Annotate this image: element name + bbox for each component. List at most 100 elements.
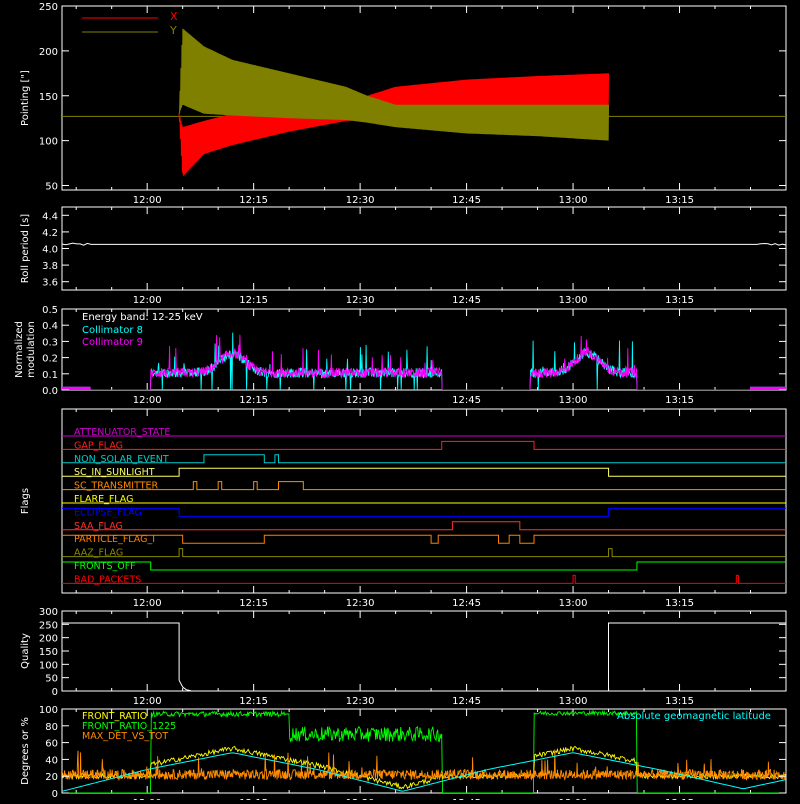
flag-line-fronts-off [62,561,786,571]
x-tick-label: 12:15 [239,295,268,306]
y-tick-label: 0 [52,687,58,698]
series-collimator-9-line [62,334,786,390]
flag-label: ECLIPSE_FLAG [74,507,142,518]
panel-2: 12:00 12:15 12:30 12:45 13:00 13:15 0.0 0.1 0.2 0… [14,305,787,406]
legend-label: Collimator 9 [82,337,143,348]
x-tick-label: 13:15 [665,696,694,707]
flag-line-saa-flag [62,521,786,531]
roll-period-line [61,242,787,246]
y-tick-label: 4.4 [42,211,58,222]
flag-line-non-solar-event [62,454,786,464]
geomagnetic-latitude-line [62,752,786,792]
plot-frame [61,708,787,794]
y-tick-label: 3.8 [42,261,58,272]
x-tick-label: 13:15 [665,598,694,609]
y-tick-label: 50 [45,674,58,685]
flag-label: GAP_FLAG [74,440,123,451]
x-tick-label: 12:15 [239,598,268,609]
legend-label: Y [169,24,177,37]
series-y-line [178,28,610,141]
y-tick-label: 60 [45,739,58,750]
x-tick-label: 13:00 [559,195,588,206]
legend-label: MAX_DET_VS_TOT [82,731,168,742]
flag-line-aaz-flag [62,548,786,558]
flag-label: FLARE_FLAG [74,494,134,505]
latitude-annotation: Absolute geomagnetic latitude [617,711,771,722]
x-tick-label: 12:30 [346,395,375,406]
series-front-ratio-line [62,745,786,790]
flag-line-particle-flag-i [62,534,786,544]
flag-line-sc-in-sunlight [62,467,786,477]
series-collimator-8-line [62,332,786,390]
y-tick-label: 0.2 [42,354,58,365]
panel-1: 12:00 12:15 12:30 12:45 13:00 13:15 3.6 3.8 4.0 4… [20,206,787,306]
x-tick-label: 12:45 [452,696,481,707]
x-tick-label: 12:45 [452,395,481,406]
plot-area [62,28,786,176]
flag-label: SC_IN_SUNLIGHT [74,467,155,478]
x-tick-label: 12:00 [133,195,162,206]
y-tick-label: 40 [45,755,58,766]
flag-label: PARTICLE_FLAG_I [74,534,155,545]
plot-frame [61,408,787,594]
y-tick-label: 0.0 [42,386,58,397]
flag-label: AAZ_FLAG [74,548,123,559]
y-tick-label: 4.0 [42,245,58,256]
x-tick-label: 12:00 [133,696,162,707]
x-tick-label: 12:15 [239,395,268,406]
y-tick-label: 250 [39,620,58,631]
flag-line-eclipse-flag [62,507,786,517]
flag-line-bad-packets [62,574,786,584]
x-tick-label: 13:15 [665,295,694,306]
y-tick-label: 0.1 [42,370,58,381]
plot-frame [61,308,787,391]
legend-label: FRONT_RATIO [82,711,147,722]
flag-line-gap-flag [62,440,786,450]
y-tick-label: 3.6 [42,278,58,289]
y-axis-label: Quality [20,633,31,669]
y-axis-label: Normalized [14,321,25,378]
quality-line [62,622,786,692]
plot-area [62,709,786,793]
y-axis-label: Roll period [s] [20,214,31,283]
x-tick-label: 13:00 [559,696,588,707]
x-tick-label: 12:00 [133,395,162,406]
flag-label: SAA_FLAG [74,521,123,532]
x-tick-label: 12:00 [133,598,162,609]
series-front-ratio-1225-line [62,709,786,793]
x-tick-label: 12:45 [452,195,481,206]
y-axis-label: modulation [26,321,37,378]
x-tick-label: 13:15 [665,195,694,206]
x-tick-label: 12:45 [452,598,481,609]
y-tick-label: 150 [39,647,58,658]
x-tick-label: 12:30 [346,295,375,306]
x-tick-label: 12:45 [452,295,481,306]
x-tick-label: 13:00 [559,395,588,406]
y-tick-label: 0.5 [42,305,58,316]
legend-label: FRONT_RATIO_1225 [82,721,176,732]
y-tick-label: 0 [52,789,58,800]
energy-band-annotation: Energy band: 12-25 keV [82,312,203,323]
x-tick-label: 13:15 [665,395,694,406]
panel-4: 12:00 12:15 12:30 12:45 13:00 13:15 0 50 100 150 2… [20,607,787,707]
y-axis-label: Degrees or % [20,717,31,785]
plot-area [62,332,786,390]
flag-line-sc-transmitter [62,481,786,491]
x-tick-label: 12:30 [346,195,375,206]
y-tick-label: 200 [39,634,58,645]
x-tick-label: 13:00 [559,295,588,306]
y-tick-label: 100 [39,705,58,716]
y-tick-label: 4.2 [42,228,58,239]
panel-0: 12:00 12:15 12:30 12:45 13:00 13:15 50 100 150 20… [20,2,787,206]
x-tick-label: 13:00 [559,598,588,609]
y-tick-label: 100 [39,660,58,671]
y-tick-label: 200 [39,47,58,58]
y-tick-label: 0.4 [42,321,58,332]
y-tick-label: 20 [45,772,58,783]
y-axis-label: Pointing ["] [20,70,31,126]
y-tick-label: 100 [39,137,58,148]
flag-label: SC_TRANSMITTER [74,481,159,492]
x-tick-label: 12:30 [346,598,375,609]
